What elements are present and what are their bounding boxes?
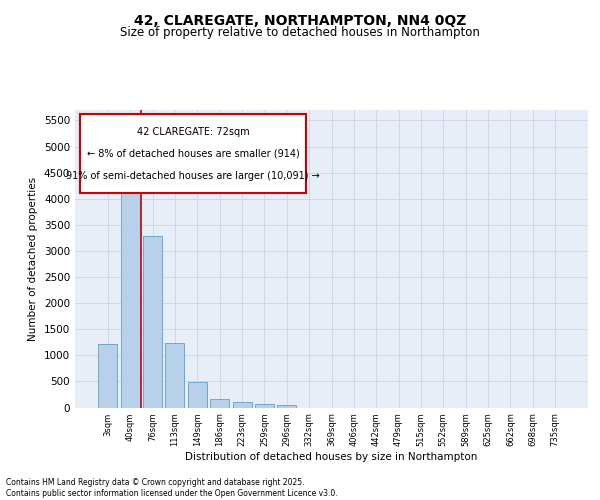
X-axis label: Distribution of detached houses by size in Northampton: Distribution of detached houses by size … bbox=[185, 452, 478, 462]
Bar bbox=[277, 404, 296, 407]
Text: Contains HM Land Registry data © Crown copyright and database right 2025.
Contai: Contains HM Land Registry data © Crown c… bbox=[6, 478, 338, 498]
Bar bbox=[121, 183, 140, 408]
FancyBboxPatch shape bbox=[80, 114, 306, 194]
Bar bbox=[233, 402, 251, 407]
Bar bbox=[98, 344, 118, 408]
Y-axis label: Number of detached properties: Number of detached properties bbox=[28, 176, 38, 341]
Text: 42 CLAREGATE: 72sqm: 42 CLAREGATE: 72sqm bbox=[137, 127, 250, 137]
Bar bbox=[166, 343, 184, 407]
Bar bbox=[255, 404, 274, 407]
Bar bbox=[210, 400, 229, 407]
Text: 91% of semi-detached houses are larger (10,091) →: 91% of semi-detached houses are larger (… bbox=[66, 171, 320, 181]
Text: 42, CLAREGATE, NORTHAMPTON, NN4 0QZ: 42, CLAREGATE, NORTHAMPTON, NN4 0QZ bbox=[134, 14, 466, 28]
Bar bbox=[188, 382, 207, 407]
Text: ← 8% of detached houses are smaller (914): ← 8% of detached houses are smaller (914… bbox=[86, 149, 299, 159]
Text: Size of property relative to detached houses in Northampton: Size of property relative to detached ho… bbox=[120, 26, 480, 39]
Bar bbox=[143, 236, 162, 408]
